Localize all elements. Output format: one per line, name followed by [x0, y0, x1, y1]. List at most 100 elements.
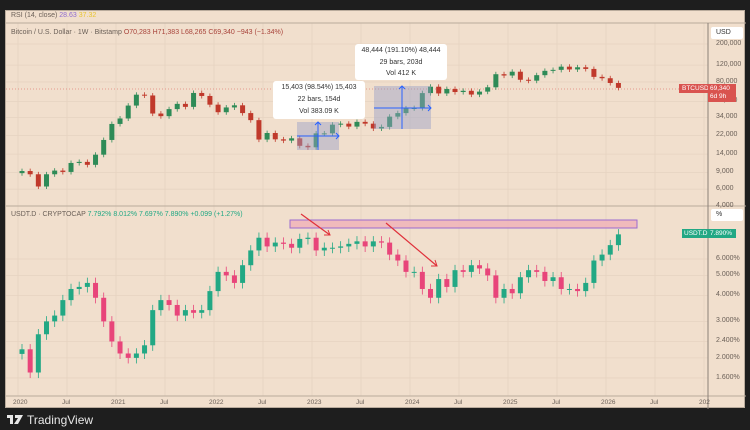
currency-button[interactable]: USD: [711, 27, 743, 39]
btc-candle: [599, 74, 605, 81]
usdt-symbol[interactable]: USDT.D · CRYPTOCAP: [11, 211, 86, 218]
btc-candle: [542, 68, 548, 78]
btc-candle: [191, 90, 197, 110]
btc-candle: [280, 136, 286, 144]
btc-close: C69,340: [208, 29, 235, 36]
btc-candle: [313, 130, 319, 150]
btc-candle: [109, 121, 115, 143]
usdt-candle: [583, 277, 589, 297]
usdt-candle: [387, 237, 393, 261]
trend-arrow-1[interactable]: [300, 213, 331, 236]
measure-2-change: 48,444 (191.10%) 48,444: [361, 47, 441, 54]
percent-scale-button[interactable]: %: [711, 209, 743, 221]
time-axis-tick: Jul: [650, 399, 659, 406]
usdt-candle: [84, 277, 90, 293]
btc-candle: [133, 92, 139, 109]
usdt-candle: [256, 232, 262, 256]
btc-candle: [207, 93, 213, 108]
btc-axis-tick: 14,000: [716, 150, 738, 158]
chart-frame[interactable]: RSI (14, close) 28.63 37.32 Bitcoin / U.…: [5, 10, 746, 409]
usdt-candle: [542, 266, 548, 287]
measure-box-1[interactable]: [297, 121, 340, 150]
usdt-symbol-tag: USDT.D: [682, 229, 710, 238]
btc-candle: [526, 77, 532, 84]
usdt-candle: [280, 237, 286, 250]
time-axis-tick: 2021: [111, 399, 126, 406]
usdt-axis-tick: 3.000%: [716, 317, 740, 325]
time-axis-tick: 2024: [405, 399, 420, 406]
btc-axis-tick: 22,000: [716, 131, 738, 139]
btc-candle: [321, 130, 327, 136]
usdt-candle: [534, 264, 540, 278]
usdt-candle: [125, 348, 131, 364]
btc-candle: [289, 135, 295, 144]
btc-candle: [35, 171, 41, 190]
btc-price-tag: 69,340 6d 9h: [708, 84, 736, 102]
btc-candle: [117, 116, 123, 127]
btc-candle: [223, 105, 229, 115]
usdt-candle: [550, 271, 556, 287]
usdt-candle: [354, 236, 360, 250]
resistance-zone[interactable]: [289, 219, 638, 229]
btc-candle: [550, 67, 556, 74]
measure-box-2[interactable]: [374, 85, 432, 129]
rsi-ma-value: 37.32: [78, 12, 97, 19]
usdt-candle: [207, 285, 213, 316]
btc-open: O70,283: [123, 29, 151, 36]
btc-candle: [158, 111, 164, 119]
btc-candle: [452, 86, 458, 95]
btc-candle: [468, 88, 474, 98]
usdt-header: USDT.D · CRYPTOCAP 7.792% 8.012% 7.697% …: [11, 211, 243, 218]
btc-candle: [199, 90, 205, 99]
usdt-candle: [60, 294, 66, 322]
time-axis-tick: 2025: [503, 399, 518, 406]
usdt-candle: [566, 283, 572, 295]
usdt-candle: [305, 232, 311, 245]
usdt-axis-tick: 2.000%: [716, 353, 740, 361]
usdt-candle: [150, 304, 156, 351]
usdt-candle: [101, 292, 107, 327]
usdt-axis-tick: 1.600%: [716, 373, 740, 381]
btc-candle: [248, 110, 254, 123]
usdt-candle: [403, 255, 409, 278]
btc-candle: [215, 102, 221, 115]
trend-arrow-2[interactable]: [385, 222, 438, 267]
btc-candle: [583, 64, 589, 72]
usdt-candle: [142, 340, 148, 360]
btc-candle: [84, 159, 90, 168]
btc-axis-tick: 4,000: [716, 201, 734, 209]
btc-candle: [607, 75, 613, 86]
chart-canvas[interactable]: [6, 11, 746, 409]
btc-symbol[interactable]: Bitcoin / U.S. Dollar · 1W · Bitstamp: [11, 29, 122, 36]
usdt-candle: [493, 270, 499, 304]
btc-low: L68,265: [181, 29, 207, 36]
btc-candle: [76, 159, 82, 166]
btc-candle: [395, 110, 401, 120]
usdt-candle: [52, 310, 58, 327]
btc-candle: [534, 72, 540, 84]
btc-axis-tick: 9,000: [716, 168, 734, 176]
rsi-value: 28.63: [59, 12, 77, 19]
btc-candle: [566, 64, 572, 72]
usdt-candle: [215, 266, 221, 297]
btc-candle: [387, 114, 393, 130]
tradingview-logo[interactable]: TradingView: [7, 413, 93, 427]
usdt-candle: [44, 316, 50, 340]
usdt-candle: [174, 299, 180, 322]
usdt-candle: [272, 237, 278, 252]
btc-candle: [19, 168, 25, 176]
btc-candle: [182, 101, 188, 110]
usdt-candle: [182, 304, 188, 322]
btc-candle: [60, 168, 66, 175]
usdt-candle: [68, 283, 74, 306]
usdt-candle: [460, 264, 466, 278]
btc-candle: [354, 119, 360, 130]
time-axis-tick: Jul: [552, 399, 561, 406]
time-axis-tick: Jul: [454, 399, 463, 406]
usdt-candle: [501, 283, 507, 304]
usdt-candle: [223, 266, 229, 281]
measure-1-volume: Vol 383.09 K: [299, 108, 339, 115]
usdt-candle: [133, 348, 139, 364]
brand-name: TradingView: [27, 413, 94, 427]
btc-axis-tick: 120,000: [716, 61, 742, 69]
